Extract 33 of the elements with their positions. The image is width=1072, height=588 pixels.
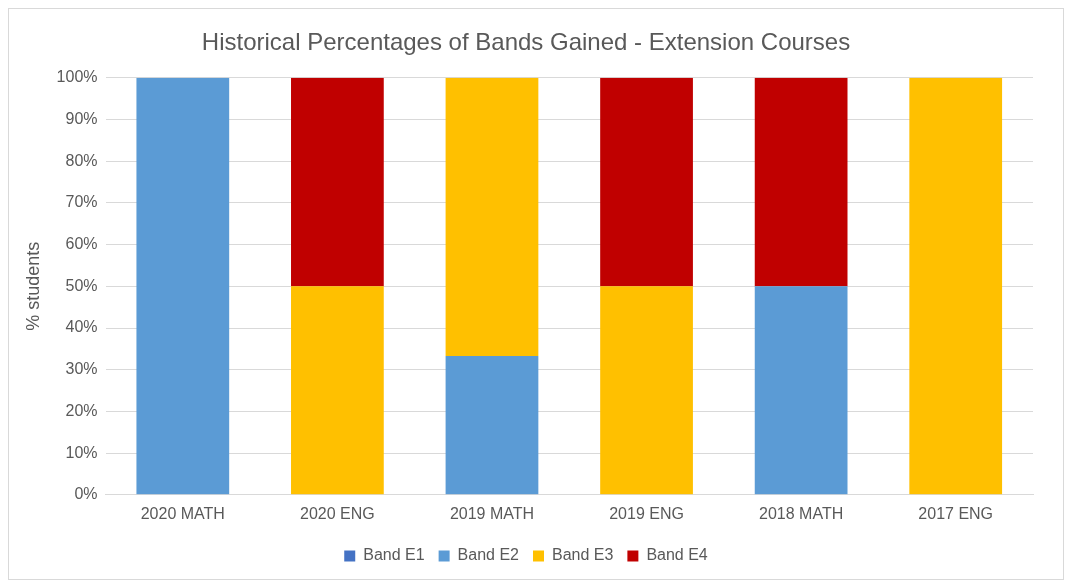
y-tick-label: 100%: [56, 68, 98, 86]
y-axis-title: % students: [22, 241, 43, 331]
x-tick-label: 2019 MATH: [449, 504, 535, 522]
y-tick-label: 90%: [65, 109, 98, 127]
legend-label: Band E1: [363, 546, 425, 564]
chart-title: Historical Percentages of Bands Gained - Extension Courses: [201, 28, 851, 56]
y-tick-label: 80%: [65, 151, 98, 169]
y-tick-label: 0%: [74, 485, 98, 503]
y-tick-label: 70%: [65, 193, 98, 211]
bar: [754, 286, 848, 495]
x-tick-label: 2017 ENG: [918, 504, 994, 522]
x-tick-label: 2019 ENG: [609, 504, 684, 522]
bar: [291, 77, 384, 287]
legend-label: Band E4: [646, 546, 708, 564]
bar: [600, 286, 693, 495]
y-tick-label: 60%: [65, 235, 98, 253]
y-tick-label: 10%: [65, 443, 98, 461]
x-tick-label: 2020 ENG: [300, 504, 375, 522]
bar: [600, 77, 693, 287]
bar: [754, 77, 848, 287]
bar: [136, 77, 230, 495]
legend-label: Band E2: [457, 546, 520, 564]
x-tick-label: 2020 MATH: [140, 504, 225, 522]
bar: [445, 355, 539, 495]
y-tick-label: 20%: [65, 401, 98, 419]
y-tick-label: 40%: [65, 318, 98, 336]
bar: [291, 286, 384, 495]
x-tick-label: 2018 MATH: [759, 504, 844, 522]
bar: [445, 77, 539, 356]
y-tick-label: 50%: [65, 276, 98, 294]
legend-label: Band E3: [552, 546, 614, 564]
y-tick-label: 30%: [65, 360, 98, 378]
bar: [909, 77, 1003, 495]
